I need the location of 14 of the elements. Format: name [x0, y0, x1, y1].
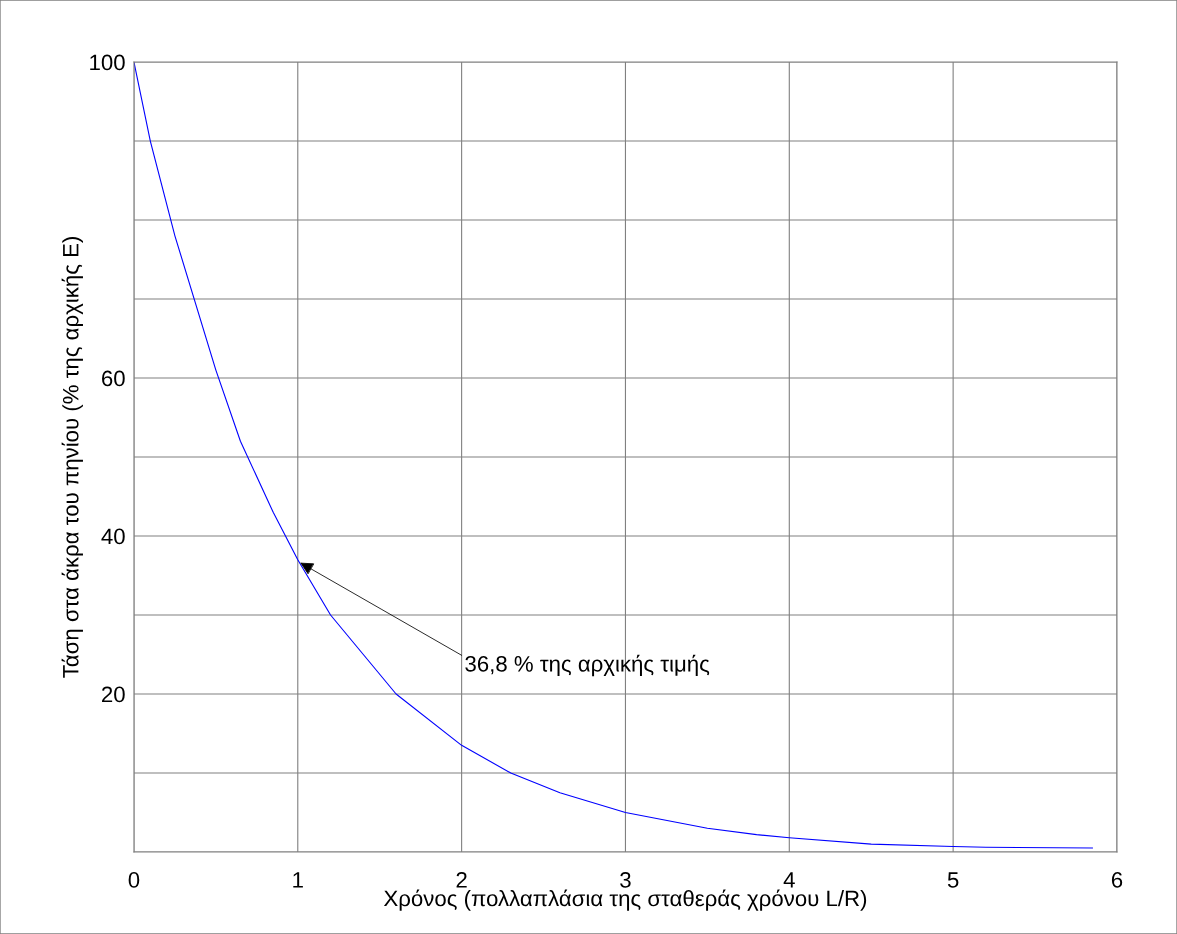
y-tick-label: 60 — [102, 370, 125, 387]
annotation: 36,8 % της αρχικής τιμής — [465, 654, 710, 677]
x-axis-title: Χρόνος (πολλαπλάσια της σταθεράς χρόνου L/R) — [383, 889, 867, 911]
x-tick-label: 6 — [1111, 872, 1123, 888]
x-tick-label: 3 — [620, 872, 631, 888]
x-tick-label: 5 — [947, 872, 959, 888]
y-tick-label: 100 — [90, 54, 125, 71]
x-tick-label: 2 — [456, 872, 467, 888]
x-tick-label: 4 — [783, 872, 795, 888]
y-tick-label: 20 — [102, 686, 125, 703]
y-axis-title: Τάση στα άκρα του πηνίου (% της αρχικής E) — [61, 237, 83, 678]
y-tick-label: 40 — [101, 528, 125, 545]
x-tick-label: 0 — [128, 872, 140, 888]
x-tick-label: 1 — [293, 872, 303, 888]
